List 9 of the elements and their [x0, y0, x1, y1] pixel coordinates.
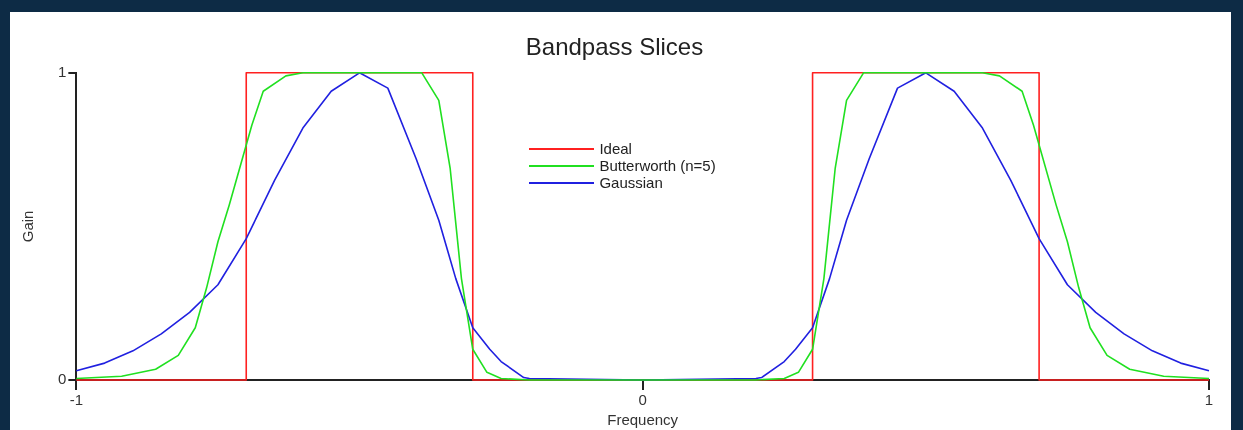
x-tick-label: 0: [638, 391, 647, 409]
chart-title: Bandpass Slices: [525, 33, 704, 61]
x-axis-title: Frequency: [607, 411, 679, 429]
y-axis-title: Gain: [19, 210, 37, 243]
x-tick-label: -1: [69, 391, 84, 409]
legend-label: Butterworth (n=5): [599, 157, 716, 175]
legend-label: Gaussian: [599, 174, 663, 192]
legend-label: Ideal: [599, 140, 632, 158]
x-tick-label: 1: [1204, 391, 1214, 409]
